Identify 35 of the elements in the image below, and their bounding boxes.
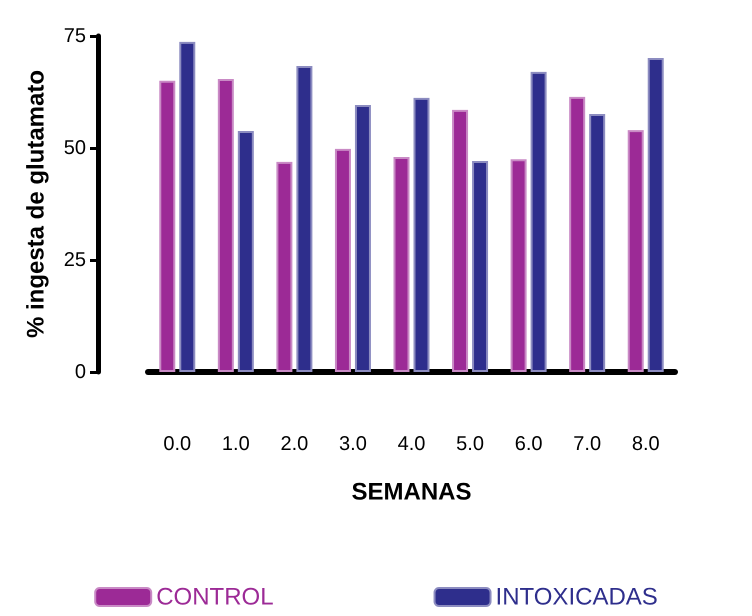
bar bbox=[589, 114, 606, 372]
bar bbox=[510, 159, 527, 372]
bar bbox=[648, 58, 664, 372]
bar bbox=[628, 130, 644, 372]
legend-label: INTOXICADAS bbox=[496, 584, 658, 610]
x-tick-label: 1.0 bbox=[222, 433, 250, 455]
x-tick-label: 2.0 bbox=[280, 433, 308, 455]
bar bbox=[414, 98, 430, 372]
y-axis-title: % ingesta de glutamato bbox=[22, 70, 50, 338]
y-tick-label: 25 bbox=[64, 249, 86, 271]
legend-label: CONTROL bbox=[156, 584, 274, 610]
y-tick-label: 50 bbox=[64, 137, 86, 159]
x-tick-label: 0.0 bbox=[163, 433, 192, 455]
x-tick-label: 8.0 bbox=[632, 433, 660, 455]
y-tick-label: 0 bbox=[74, 361, 86, 383]
bar bbox=[334, 148, 351, 372]
bar bbox=[179, 42, 196, 372]
bar bbox=[452, 110, 468, 372]
bar bbox=[238, 130, 254, 372]
bar bbox=[218, 79, 234, 372]
bar bbox=[530, 72, 547, 372]
bar bbox=[159, 80, 176, 372]
x-tick-label: 7.0 bbox=[573, 433, 602, 455]
x-tick-label: 3.0 bbox=[339, 433, 367, 455]
bar bbox=[569, 96, 586, 372]
x-tick-label: 5.0 bbox=[456, 433, 484, 455]
x-tick-label: 6.0 bbox=[514, 433, 543, 455]
bar bbox=[472, 160, 488, 372]
x-axis-title: SEMANAS bbox=[351, 478, 472, 506]
y-tick-label: 75 bbox=[64, 25, 86, 47]
bar bbox=[296, 66, 312, 372]
bar bbox=[394, 156, 410, 372]
bar bbox=[354, 104, 371, 372]
x-tick-label: 4.0 bbox=[398, 433, 426, 455]
bar bbox=[276, 162, 292, 372]
